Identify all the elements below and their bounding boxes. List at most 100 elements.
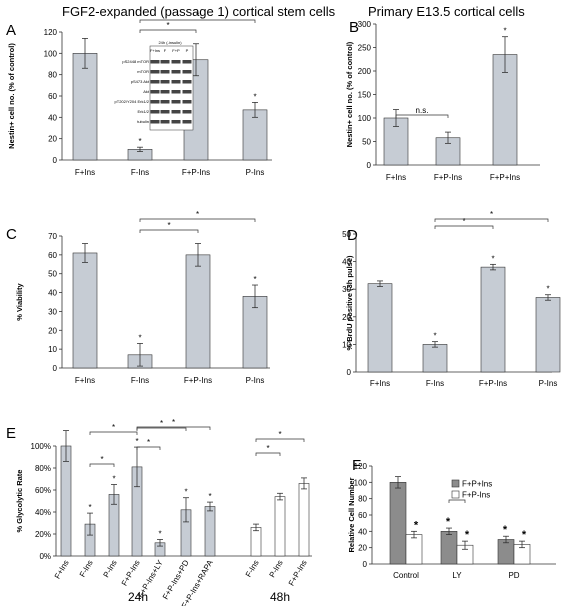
- bar: [250, 527, 262, 557]
- y-tick-label: 100%: [31, 442, 51, 451]
- panel-a: A 0 20 40 60 80 100 120 Nestin+ cell no. (% of c…: [6, 11, 272, 177]
- significance-label: *: [167, 221, 170, 230]
- blot-band: [182, 80, 192, 84]
- blot-band: [150, 60, 160, 64]
- blot-row-label: Akt: [143, 89, 150, 94]
- x-category-label: F+P-Ins: [479, 379, 507, 388]
- blot-band: [171, 80, 181, 84]
- panel-e: E 0% 20% 40% 60% 80% 100% % Glycolytic Rate F+In…: [6, 418, 312, 606]
- panel-label: C: [6, 226, 17, 243]
- y-tick-label: 20: [358, 544, 367, 553]
- y-tick-label: 50: [362, 138, 371, 147]
- x-category-label: F+P-Ins: [434, 173, 462, 182]
- significance-star: *: [158, 530, 161, 539]
- y-axis-label: % BrdU positive (3h pulse): [345, 255, 354, 351]
- x-category-label: F-Ins: [78, 559, 95, 579]
- x-category-label: F+Ins: [386, 173, 406, 182]
- bar: [535, 297, 561, 373]
- x-category-label: F+P-Ins: [120, 559, 142, 588]
- significance-star: *: [503, 27, 506, 36]
- significance-star: *: [253, 92, 256, 101]
- blot-band: [150, 90, 160, 94]
- blot-row-label: mTOR: [137, 69, 149, 74]
- y-tick-label: 30: [342, 285, 351, 294]
- significance-label: *: [100, 455, 103, 464]
- significance-star: *: [414, 519, 419, 531]
- panel-label: D: [347, 227, 358, 244]
- blot-band: [171, 90, 181, 94]
- bar: [60, 445, 72, 557]
- bar: [367, 283, 393, 373]
- bar: [72, 252, 98, 369]
- y-tick-label: 40: [358, 527, 367, 536]
- blot-band: [171, 110, 181, 114]
- y-tick-label: 20%: [35, 530, 51, 539]
- blot-row-label: tubulin: [137, 119, 149, 124]
- y-tick-label: 80%: [35, 464, 51, 473]
- significance-bracket: [255, 452, 281, 456]
- y-tick-label: 80: [358, 495, 367, 504]
- significance-bracket: [434, 225, 494, 229]
- bar: [204, 506, 216, 557]
- blot-band: [150, 70, 160, 74]
- y-tick-label: 50: [48, 270, 57, 279]
- significance-bracket: [395, 114, 449, 118]
- blot-band: [160, 90, 170, 94]
- blot-row-label: pS2448 mTOR: [122, 59, 149, 64]
- bar: [422, 344, 448, 373]
- y-axis-label: Relative Cell Number: [347, 477, 356, 552]
- y-tick-label: 100: [44, 49, 58, 58]
- bar: [480, 266, 506, 373]
- significance-label: *: [196, 11, 199, 20]
- significance-star: *: [138, 137, 141, 146]
- x-category-label: P-Ins: [246, 376, 265, 385]
- blot-frame: [149, 45, 194, 131]
- bar: [72, 53, 98, 161]
- blot-lane-label: F: [164, 48, 167, 53]
- significance-label: *: [160, 419, 163, 428]
- significance-star: *: [208, 492, 211, 501]
- group-label: 24h: [128, 590, 148, 604]
- y-tick-label: 80: [48, 71, 57, 80]
- header-left: FGF2-expanded (passage 1) cortical stem …: [62, 4, 336, 19]
- panel-b: B 0 50 100 150 200 250 300 Nestin+ cell no. (% o…: [345, 19, 540, 182]
- blot-band: [150, 100, 160, 104]
- y-tick-label: 200: [358, 67, 372, 76]
- x-category-label: P-Ins: [246, 168, 265, 177]
- x-category-label: F-Ins: [244, 559, 261, 579]
- x-category-label: F+Ins: [75, 168, 95, 177]
- significance-label: *: [112, 423, 115, 432]
- blot-band: [160, 120, 170, 124]
- y-tick-label: 0: [53, 156, 58, 165]
- blot-band: [160, 80, 170, 84]
- significance-label: *: [462, 217, 465, 226]
- y-tick-label: 0: [347, 368, 352, 377]
- bar: [440, 531, 458, 565]
- significance-bracket: [448, 499, 466, 503]
- y-tick-label: 20: [342, 313, 351, 322]
- y-tick-label: 70: [48, 232, 57, 241]
- y-tick-label: 40: [342, 258, 351, 267]
- blot-lane-label: F+Ins: [150, 48, 160, 53]
- significance-bracket: [139, 29, 197, 33]
- bar: [242, 296, 268, 369]
- blot-band: [182, 70, 192, 74]
- y-axis-label: % Viability: [15, 282, 24, 320]
- significance-bracket: [136, 446, 161, 450]
- panel-label: B: [349, 19, 359, 36]
- panel-label: E: [6, 425, 16, 442]
- y-tick-label: 100: [358, 114, 372, 123]
- bar: [389, 482, 407, 565]
- y-axis-label: Nestin+ cell no. (% of control): [7, 43, 16, 149]
- blot-band: [171, 70, 181, 74]
- y-tick-label: 20: [48, 326, 57, 335]
- y-tick-label: 0: [53, 364, 58, 373]
- bar: [185, 254, 211, 369]
- significance-bracket: [136, 427, 187, 431]
- significance-label: *: [490, 210, 493, 219]
- y-tick-label: 100: [354, 478, 368, 487]
- x-category-label: P-Ins: [268, 559, 285, 580]
- y-tick-label: 60: [48, 251, 57, 260]
